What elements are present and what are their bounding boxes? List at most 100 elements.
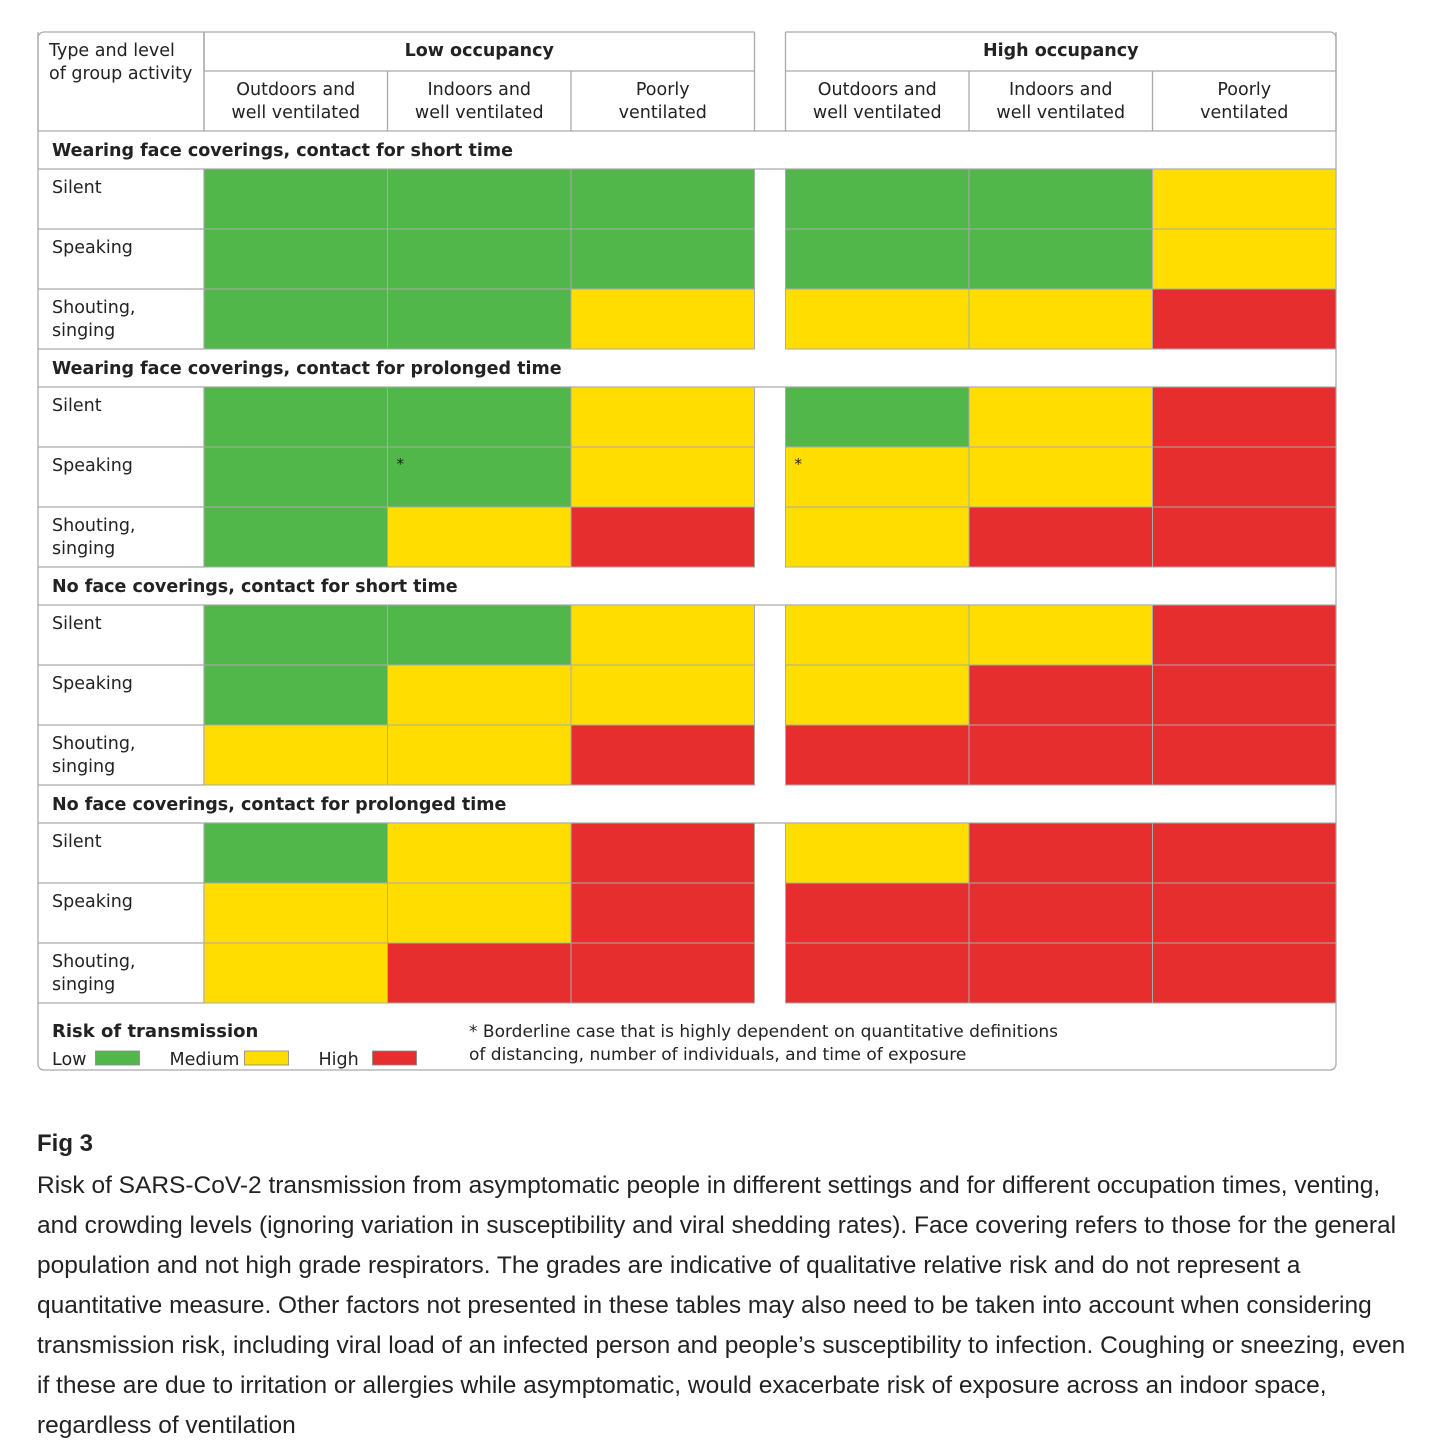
risk-cell <box>570 604 755 666</box>
risk-cell <box>968 882 1153 944</box>
risk-cell <box>387 604 572 666</box>
risk-cell <box>570 506 755 568</box>
group-header-label: High occupancy <box>983 41 1139 61</box>
row-label-line: singing <box>52 757 115 777</box>
figure-label: Fig 3 <box>37 1130 94 1157</box>
legend-swatch-low <box>95 1050 140 1066</box>
corner-header-line: of group activity <box>49 64 192 84</box>
row-label-line: Speaking <box>52 892 133 912</box>
risk-cell <box>570 664 755 726</box>
risk-cell <box>203 168 388 230</box>
borderline-marker: * <box>795 455 803 473</box>
risk-cell <box>785 942 970 1004</box>
risk-cell <box>968 446 1153 508</box>
footnote-line: of distancing, number of individuals, an… <box>469 1045 966 1065</box>
row-label-line: Silent <box>52 614 102 634</box>
risk-cell <box>1152 882 1337 944</box>
risk-cell <box>1152 228 1337 290</box>
row-label-line: singing <box>52 539 115 559</box>
column-header-line: well ventilated <box>415 103 544 123</box>
section-header-label: No face coverings, contact for short tim… <box>52 577 458 597</box>
corner-header-line: Type and level <box>48 41 175 61</box>
row-label-line: singing <box>52 975 115 995</box>
risk-cell <box>387 822 572 884</box>
risk-cell <box>968 168 1153 230</box>
row-label-line: Speaking <box>52 238 133 258</box>
risk-cell <box>203 724 388 786</box>
legend-swatch-medium <box>244 1050 289 1066</box>
risk-cell <box>785 228 970 290</box>
risk-cell <box>203 288 388 350</box>
risk-cell <box>203 228 388 290</box>
risk-cell <box>203 506 388 568</box>
risk-cell <box>785 288 970 350</box>
risk-cell <box>203 604 388 666</box>
row-label-line: Silent <box>52 178 102 198</box>
column-header-line: well ventilated <box>231 103 360 123</box>
column-header-line: ventilated <box>1200 103 1288 123</box>
risk-cell <box>968 822 1153 884</box>
section-header-label: No face coverings, contact for prolonged… <box>52 795 506 815</box>
risk-cell <box>570 288 755 350</box>
risk-cell <box>570 446 755 508</box>
row-label-line: Speaking <box>52 456 133 476</box>
risk-cell <box>570 168 755 230</box>
risk-cell <box>570 386 755 448</box>
footnote-line: * Borderline case that is highly depende… <box>469 1022 1058 1042</box>
legend-title: Risk of transmission <box>52 1021 258 1042</box>
risk-cell <box>785 168 970 230</box>
risk-cell <box>387 942 572 1004</box>
legend-item-label: Low <box>52 1050 86 1070</box>
risk-cell <box>785 446 970 508</box>
column-header-line: Indoors and <box>427 80 531 100</box>
row-label-line: singing <box>52 321 115 341</box>
risk-cell <box>1152 288 1337 350</box>
risk-cell <box>203 882 388 944</box>
risk-cell <box>387 168 572 230</box>
risk-cell <box>570 822 755 884</box>
risk-cell <box>1152 724 1337 786</box>
column-header-line: ventilated <box>619 103 707 123</box>
column-header-line: Poorly <box>1217 80 1271 100</box>
section-header-label: Wearing face coverings, contact for shor… <box>52 141 513 161</box>
risk-cell <box>570 882 755 944</box>
risk-cell <box>570 942 755 1004</box>
row-label-line: Shouting, <box>52 734 135 754</box>
risk-cell <box>1152 386 1337 448</box>
risk-cell <box>203 942 388 1004</box>
row-label-line: Speaking <box>52 674 133 694</box>
risk-cell <box>785 506 970 568</box>
risk-cell <box>968 724 1153 786</box>
group-gap <box>754 31 786 1003</box>
legend-item-label: High <box>319 1050 359 1070</box>
row-label-line: Shouting, <box>52 516 135 536</box>
risk-cell <box>387 386 572 448</box>
risk-cell <box>968 228 1153 290</box>
group-header-label: Low occupancy <box>405 41 555 61</box>
column-header-line: Indoors and <box>1009 80 1113 100</box>
risk-cell <box>785 604 970 666</box>
column-header-line: well ventilated <box>813 103 942 123</box>
column-header-line: Poorly <box>636 80 690 100</box>
risk-cell <box>968 604 1153 666</box>
risk-cell <box>785 664 970 726</box>
risk-cell <box>785 882 970 944</box>
risk-cell <box>785 386 970 448</box>
figure-caption-text: Risk of SARS-CoV-2 transmission from asy… <box>37 1172 1406 1439</box>
risk-cell <box>785 822 970 884</box>
row-label-line: Silent <box>52 396 102 416</box>
risk-cell <box>387 882 572 944</box>
risk-cell <box>203 664 388 726</box>
risk-cell <box>968 506 1153 568</box>
risk-cell <box>203 822 388 884</box>
legend-item-label: Medium <box>170 1050 240 1070</box>
risk-cell <box>1152 168 1337 230</box>
borderline-marker: * <box>397 455 405 473</box>
risk-cell <box>968 288 1153 350</box>
risk-cell <box>387 724 572 786</box>
risk-cell <box>387 664 572 726</box>
risk-cell <box>1152 604 1337 666</box>
risk-cell <box>1152 942 1337 1004</box>
risk-cell <box>1152 506 1337 568</box>
risk-table-figure: Type and level of group activity Low occup… <box>37 31 1337 1071</box>
